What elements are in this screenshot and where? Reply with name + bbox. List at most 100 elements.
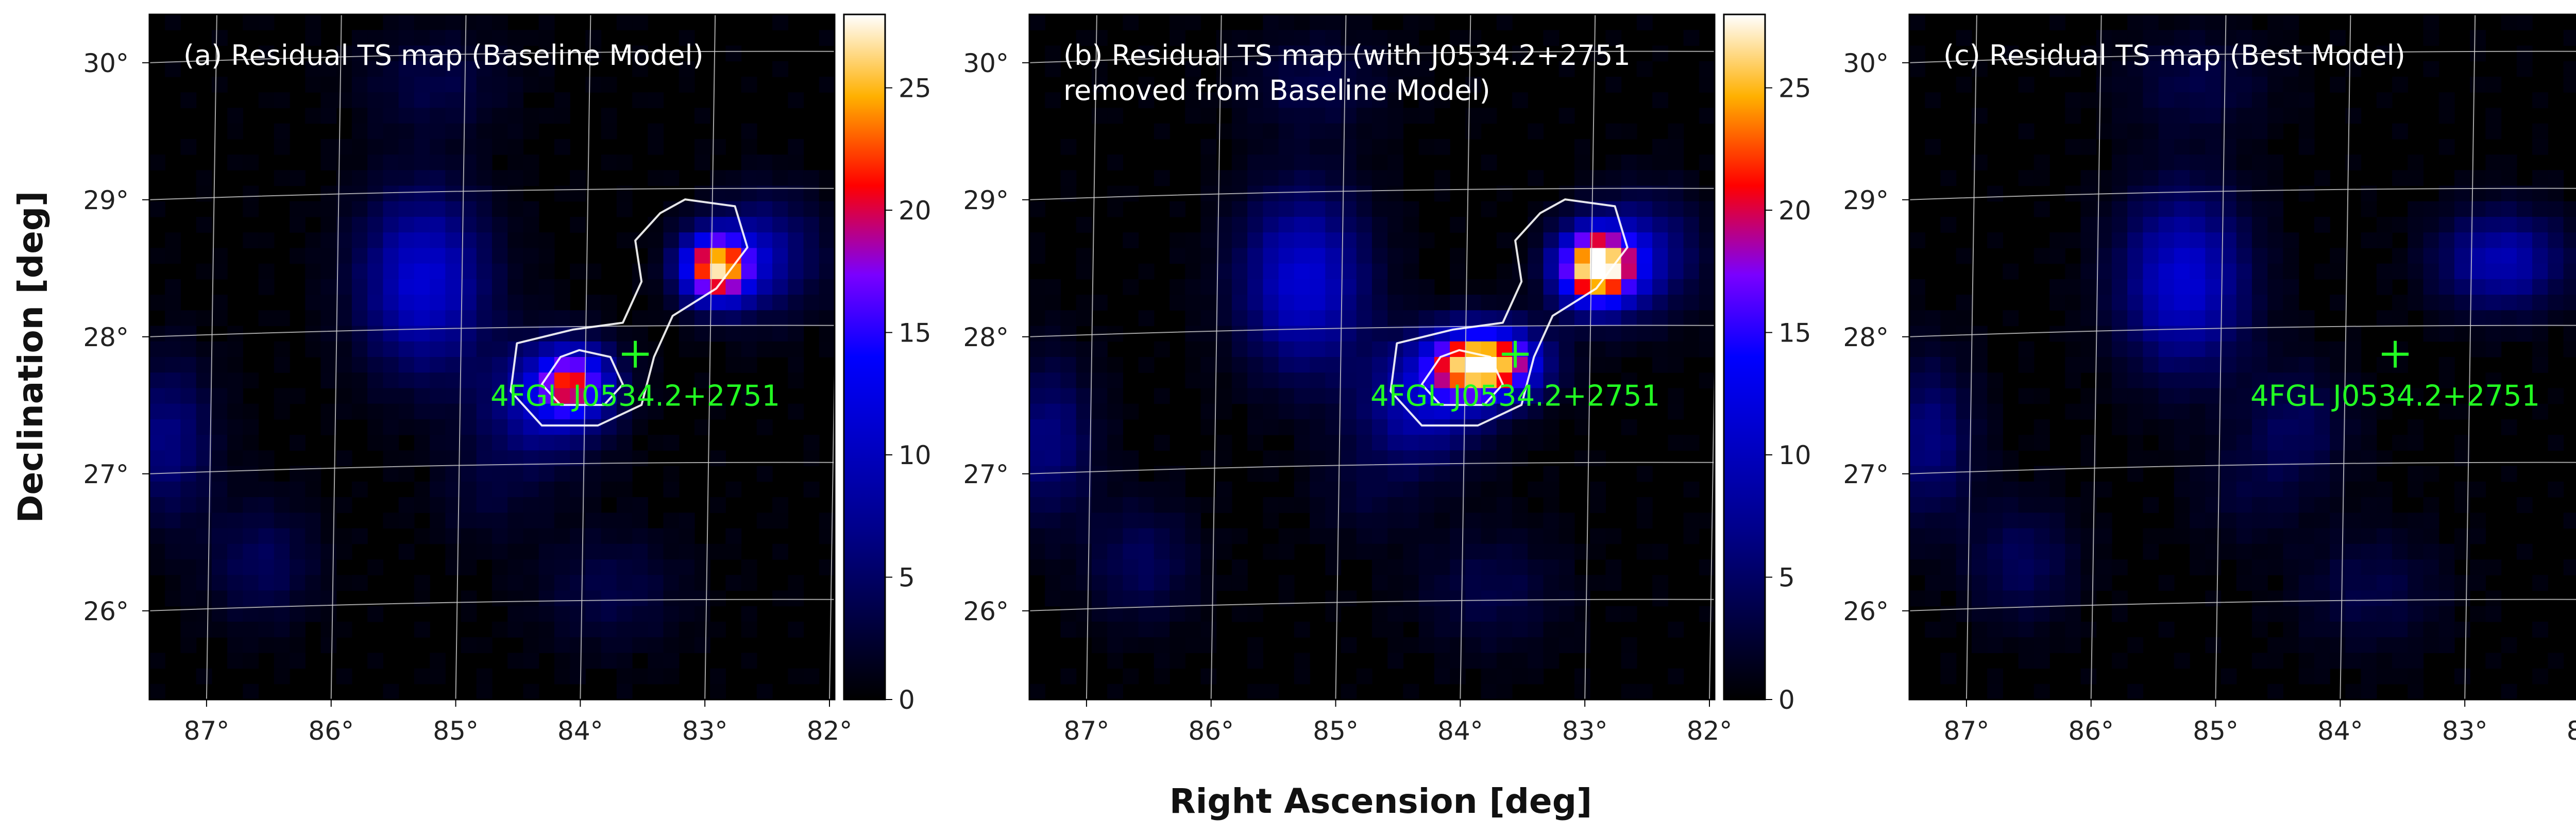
source-label: 4FGL J0534.2+2751: [1370, 380, 1660, 413]
colorbar-tick-label: 20: [1778, 196, 1811, 226]
grid-line-dec: [149, 188, 835, 200]
y-tick-label: 27°: [83, 459, 129, 489]
y-tick-label: 27°: [1843, 459, 1889, 489]
ts-contour-outer: [510, 198, 749, 427]
y-tick-label: 27°: [963, 459, 1009, 489]
x-tick-label: 86°: [2068, 716, 2114, 746]
panel-title: (c) Residual TS map (Best Model): [1943, 39, 2405, 72]
x-tick-label: 82°: [807, 716, 853, 746]
colorbar-tick-label: 10: [1778, 440, 1811, 470]
panel-a: 4FGL J0534.2+2751 (a) Residual TS map (Ba…: [83, 13, 931, 746]
panel-title: (b) Residual TS map (with J0534.2+2751: [1063, 39, 1631, 72]
coordinate-grid: [149, 14, 835, 700]
grid-line-ra: [704, 14, 716, 700]
colorbar-tick-label: 25: [1778, 74, 1811, 104]
panel-title: (a) Residual TS map (Baseline Model): [183, 39, 704, 72]
grid-line-ra: [330, 14, 342, 700]
y-axis-title: Declination [deg]: [11, 191, 50, 523]
grid-line-ra: [1965, 14, 1977, 700]
grid-line-dec: [149, 325, 835, 337]
y-tick-label: 28°: [83, 322, 129, 352]
x-tick-label: 83°: [1562, 716, 1608, 746]
y-tick-label: 29°: [1843, 185, 1889, 215]
grid-line-dec: [1909, 599, 2576, 611]
grid-line-ra: [1086, 14, 1097, 700]
ts-map: [1909, 14, 2576, 700]
x-tick-label: 87°: [184, 716, 230, 746]
colorbar-tick-label: 0: [1778, 685, 1795, 715]
ts-contour-inner: [540, 349, 624, 406]
x-tick-label: 84°: [2317, 716, 2363, 746]
y-tick-label: 26°: [1843, 597, 1889, 626]
source-marker: [2382, 340, 2409, 368]
grid-line-dec: [1029, 50, 1715, 63]
x-tick-label: 85°: [433, 716, 479, 746]
x-tick-label: 85°: [1313, 716, 1359, 746]
ts-map: [1029, 14, 1715, 700]
colorbar-tick-label: 25: [899, 74, 931, 104]
grid-line-dec: [1909, 462, 2576, 474]
x-tick-label: 86°: [1188, 716, 1234, 746]
colorbar-tick-label: 20: [899, 196, 931, 226]
colorbar-tick-label: 15: [1778, 318, 1811, 348]
grid-line-dec: [149, 50, 835, 63]
x-tick-label: 82°: [1687, 716, 1733, 746]
grid-line-ra: [1584, 14, 1596, 700]
colorbar-tick-label: 0: [899, 685, 915, 715]
source-label: 4FGL J0534.2+2751: [2250, 380, 2540, 413]
colorbar-tick-label: 5: [899, 563, 915, 593]
panel-b: 4FGL J0534.2+2751 (b) Residual TS map (wi…: [963, 13, 1811, 746]
colorbar-tick-label: 10: [899, 440, 931, 470]
grid-line-dec: [149, 462, 835, 474]
grid-line-ra: [829, 322, 835, 700]
x-tick-label: 82°: [2567, 716, 2576, 746]
grid-line-dec: [149, 599, 835, 611]
y-tick-label: 28°: [963, 322, 1009, 352]
x-tick-label: 85°: [2193, 716, 2239, 746]
ts-contour-inner: [1420, 349, 1504, 406]
x-tick-label: 87°: [1944, 716, 1990, 746]
y-tick-label: 30°: [1843, 48, 1889, 78]
grid-line-dec: [1909, 325, 2576, 337]
grid-line-dec: [1029, 188, 1715, 200]
x-tick-label: 87°: [1064, 716, 1110, 746]
x-tick-label: 83°: [2442, 716, 2488, 746]
grid-line-ra: [2090, 14, 2102, 700]
panel-title: removed from Baseline Model): [1063, 74, 1490, 107]
x-axis-title: Right Ascension [deg]: [1170, 781, 1592, 821]
grid-line-ra: [455, 14, 467, 700]
x-tick-label: 84°: [1437, 716, 1483, 746]
grid-line-ra: [2340, 14, 2351, 700]
source-marker: [622, 340, 649, 368]
x-tick-label: 84°: [557, 716, 603, 746]
source-label: 4FGL J0534.2+2751: [490, 380, 780, 413]
grid-line-ra: [580, 14, 591, 700]
grid-line-ra: [1709, 322, 1715, 700]
grid-line-dec: [1909, 50, 2576, 63]
x-tick-label: 83°: [682, 716, 728, 746]
y-tick-label: 26°: [83, 597, 129, 626]
colorbar-gradient: [1723, 13, 1766, 701]
ts-contour-outer: [1389, 198, 1629, 427]
x-tick-label: 86°: [308, 716, 354, 746]
grid-line-ra: [2215, 14, 2227, 700]
colorbar-gradient: [843, 13, 886, 701]
y-tick-label: 26°: [963, 597, 1009, 626]
grid-line-ra: [206, 14, 217, 700]
colorbar: 0 5 10 15 20 25: [843, 13, 931, 715]
grid-line-dec: [1029, 325, 1715, 337]
plot-frame: [1908, 13, 2576, 701]
grid-line-ra: [1460, 14, 1471, 700]
colorbar-tick-label: 5: [1778, 563, 1795, 593]
ts-map: [149, 14, 835, 700]
grid-line-dec: [1909, 188, 2576, 200]
y-tick-label: 30°: [83, 48, 129, 78]
y-tick-label: 29°: [963, 185, 1009, 215]
coordinate-grid: [1029, 14, 1715, 700]
grid-line-dec: [1029, 599, 1715, 611]
grid-line-dec: [1029, 462, 1715, 474]
y-tick-label: 30°: [963, 48, 1009, 78]
colorbar-tick-label: 15: [899, 318, 931, 348]
grid-line-ra: [2464, 14, 2476, 700]
